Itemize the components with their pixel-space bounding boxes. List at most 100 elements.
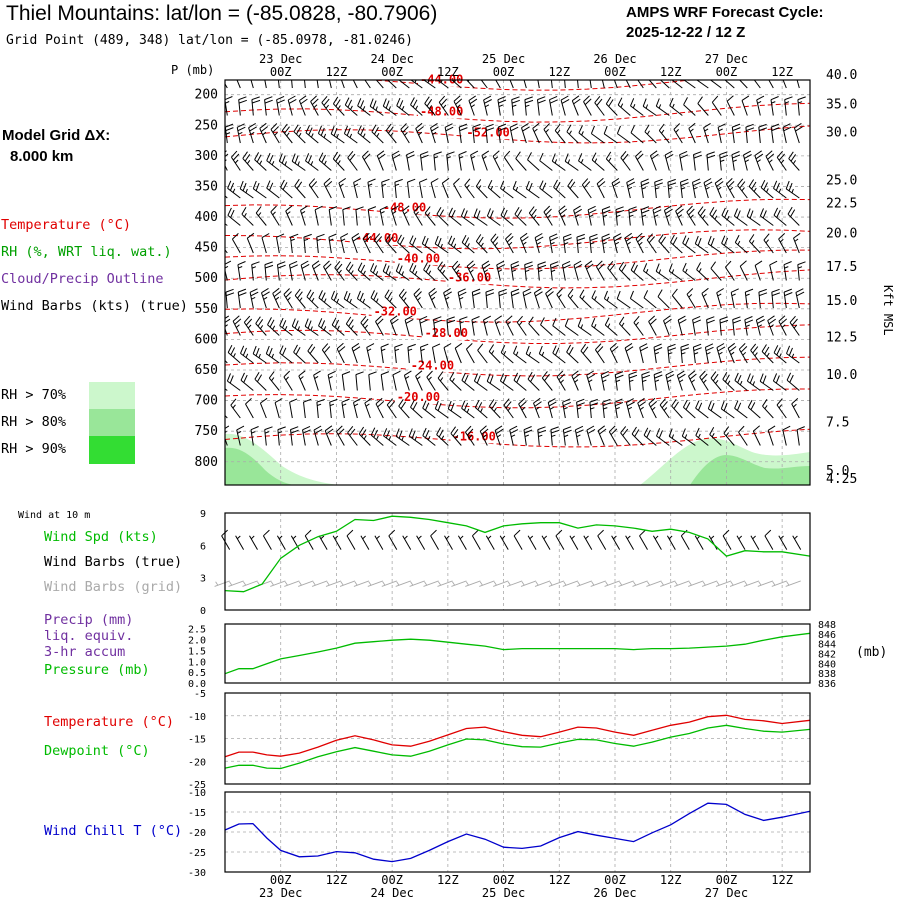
bottom-hour-label: 12Z [548,873,570,887]
isotherm-9 [225,356,810,377]
pressure-tick-label: 838 [818,669,836,680]
precip-tick-label: 2.5 [188,625,206,636]
wind-tick-label: 6 [200,541,206,552]
rh-legend-90: RH > 90% [1,441,67,457]
bottom-hour-label: 00Z [381,873,403,887]
wind-tick-label: 3 [200,574,206,585]
top-date-label: 27 Dec [705,52,748,66]
wind-10m-header: Wind at 10 m [18,510,91,521]
bottom-date-label: 23 Dec [259,886,302,900]
bottom-hour-label: 00Z [493,873,515,887]
windchill-tick-label: -20 [188,828,206,839]
legend-wind-barbs: Wind Barbs (kts) (true) [1,298,188,314]
forecast-cycle-date: 2025-12-22 / 12 Z [626,24,746,41]
wind-grid [280,513,783,610]
wind-panel-frame [224,512,811,611]
windchill-tick-label: -10 [188,788,206,799]
rh-shade-80-left [225,447,295,485]
windchill-panel-frame [224,791,811,873]
precip-tick-label: 1.5 [188,646,206,657]
bottom-hour-label: 12Z [437,873,459,887]
bottom-hour-label: 12Z [771,873,793,887]
grid-point-subtitle: Grid Point (489, 348) lat/lon = (-85.097… [6,33,413,48]
temp-panel-frame [224,692,811,785]
isotherm-label: -48.00 [383,201,426,215]
top-hour-label: 00Z [716,65,738,79]
model-grid-value: 8.000 km [10,148,74,165]
station-title: Thiel Mountains: lat/lon = (-85.0828, -8… [6,2,438,25]
precip-tick-label: 1.0 [188,657,206,668]
top-date-label: 26 Dec [593,52,636,66]
pressure-tick-label: 800 [195,455,218,470]
isotherm-8 [225,324,810,344]
isotherm-label: -44.00 [355,231,398,245]
height-tick-label: 40.0 [826,68,857,83]
temp-grid [225,693,810,784]
height-tick-label: 20.0 [826,227,857,242]
wind-tick-label: 9 [200,509,206,520]
height-tick-label: 7.5 [826,416,849,431]
top-hour-label: 12Z [326,65,348,79]
isotherm-label: -28.00 [425,326,468,340]
height-tick-label: 25.0 [826,173,857,188]
height-tick-label: 5.0 [826,464,849,479]
bottom-hour-label: 12Z [660,873,682,887]
pressure-tick-label: 650 [195,363,218,378]
top-date-label: 23 Dec [259,52,302,66]
precip-tick-label: 0.0 [188,679,206,690]
rh-shade-80-right [690,455,810,485]
precip-tick-label: 0.5 [188,668,206,679]
pressure-tick-label: 500 [195,271,218,286]
model-grid-label: Model Grid ΔX: [2,127,111,144]
isotherm-3 [225,198,810,219]
isotherm-label: -48.00 [420,104,463,118]
legend-wind-barbs-true: Wind Barbs (true) [44,554,183,570]
windchill-tick-label: -25 [188,848,206,859]
pressure-axis-title: P (mb) [171,63,214,77]
top-hour-label: 00Z [270,65,292,79]
pressure-tick-label: 836 [818,679,836,690]
height-tick-label: 15.0 [826,294,857,309]
pressure-tick-label: 300 [195,149,218,164]
legend-temperature-sfc: Temperature (°C) [44,714,175,730]
pressure-tick-label: 840 [818,659,836,670]
bottom-hour-label: 00Z [604,873,626,887]
isotherm-1 [225,102,810,123]
top-hour-label: 12Z [437,65,459,79]
temp-tick-label: -20 [188,757,206,768]
rh-legend-70: RH > 70% [1,387,67,403]
upper-panel-frame [224,79,811,486]
height-tick-label: 30.0 [826,126,857,141]
isotherm-label: -20.00 [397,390,440,404]
temp-tick-label: -25 [188,780,206,791]
height-tick-label: 17.5 [826,260,857,275]
temp-tick-label: -5 [194,689,206,700]
temperature-line [224,714,811,758]
top-date-label: 24 Dec [370,52,413,66]
isotherm-label: -36.00 [448,270,491,284]
bottom-date-label: 27 Dec [705,886,748,900]
top-hour-label: 00Z [381,65,403,79]
pressure-panel-frame [224,623,811,684]
temp-tick-label: -10 [188,712,206,723]
isotherm-label: -40.00 [397,251,440,265]
windchill-tick-label: -15 [188,808,206,819]
legend-pressure: Pressure (mb) [44,662,150,678]
legend-wind-speed: Wind Spd (kts) [44,529,158,545]
isotherm-5 [225,249,810,270]
rh-legend-80: RH > 80% [1,414,67,430]
isotherm-2 [225,125,810,144]
top-hour-label: 12Z [660,65,682,79]
height-tick-label: 22.5 [826,197,857,212]
bottom-hour-label: 12Z [326,873,348,887]
upper-wind-barbs [225,80,806,446]
pressure-grid [280,624,783,683]
pressure-tick-label: 848 [818,620,836,631]
height-tick-label: 35.0 [826,97,857,112]
pressure-tick-label: 600 [195,332,218,347]
top-hour-label: 12Z [771,65,793,79]
bottom-date-label: 25 Dec [482,886,525,900]
top-hour-label: 00Z [493,65,515,79]
rh-swatch-70 [89,382,135,409]
